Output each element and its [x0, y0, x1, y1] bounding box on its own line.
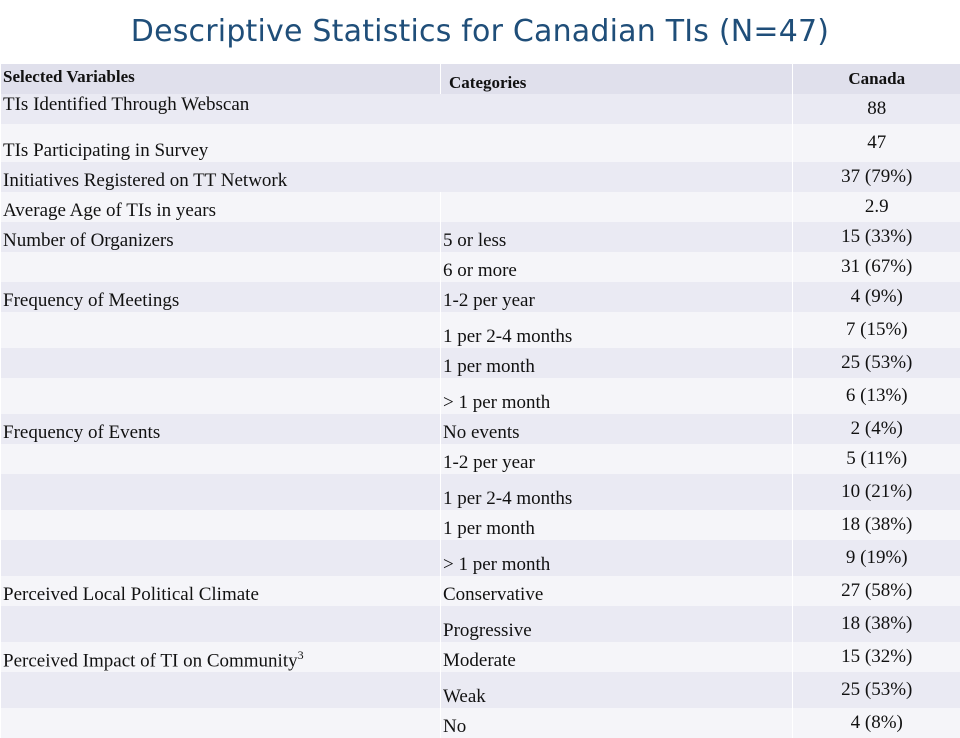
table-row: 1 per month 25 (53%) — [1, 348, 960, 378]
table-header-row: Selected Variables Categories Canada — [1, 64, 960, 94]
header-selected-variables: Selected Variables — [1, 64, 441, 94]
variable-label: Perceived Impact of TI on Community — [3, 650, 298, 671]
category-cell: Progressive — [441, 606, 793, 642]
table-row: 1-2 per year 5 (11%) — [1, 444, 960, 474]
category-cell: 1 per 2-4 months — [441, 474, 793, 510]
variable-cell: Perceived Impact of TI on Community3 — [1, 642, 441, 672]
value-cell: 88 — [793, 94, 960, 124]
variable-cell: Number of Organizers — [1, 222, 441, 252]
value-cell: 6 (13%) — [793, 378, 960, 414]
variable-cell — [1, 312, 441, 348]
category-cell — [441, 192, 793, 222]
variable-cell — [1, 510, 441, 540]
value-cell: 25 (53%) — [793, 348, 960, 378]
table-row: 1 per month 18 (38%) — [1, 510, 960, 540]
variable-cell: Frequency of Meetings — [1, 282, 441, 312]
variable-cell: TIs Participating in Survey — [1, 124, 793, 162]
table-row: Frequency of Events No events 2 (4%) — [1, 414, 960, 444]
category-cell: No events — [441, 414, 793, 444]
value-cell: 18 (38%) — [793, 510, 960, 540]
table-row: Average Age of TIs in years 2.9 — [1, 192, 960, 222]
variable-cell: Initiatives Registered on TT Network — [1, 162, 793, 192]
table-row: 1 per 2-4 months 10 (21%) — [1, 474, 960, 510]
value-cell: 31 (67%) — [793, 252, 960, 282]
variable-cell — [1, 672, 441, 708]
slide-title: Descriptive Statistics for Canadian TIs … — [0, 14, 960, 49]
table-row: Frequency of Meetings 1-2 per year 4 (9%… — [1, 282, 960, 312]
value-cell: 27 (58%) — [793, 576, 960, 606]
value-cell: 15 (33%) — [793, 222, 960, 252]
statistics-table: Selected Variables Categories Canada TIs… — [0, 64, 960, 738]
variable-cell: Perceived Local Political Climate — [1, 576, 441, 606]
table-row: 1 per 2-4 months 7 (15%) — [1, 312, 960, 348]
table-row: > 1 per month 9 (19%) — [1, 540, 960, 576]
value-cell: 15 (32%) — [793, 642, 960, 672]
variable-cell: Frequency of Events — [1, 414, 441, 444]
header-categories: Categories — [441, 64, 793, 94]
variable-cell — [1, 708, 441, 738]
table-row: Number of Organizers 5 or less 15 (33%) — [1, 222, 960, 252]
table-row: TIs Identified Through Webscan 88 — [1, 94, 960, 124]
table-row: 6 or more 31 (67%) — [1, 252, 960, 282]
variable-cell — [1, 252, 441, 282]
value-cell: 37 (79%) — [793, 162, 960, 192]
variable-cell: Average Age of TIs in years — [1, 192, 441, 222]
variable-cell — [1, 444, 441, 474]
variable-cell — [1, 378, 441, 414]
header-canada: Canada — [793, 64, 960, 94]
category-cell: 1 per month — [441, 348, 793, 378]
category-cell: > 1 per month — [441, 378, 793, 414]
category-cell: 1-2 per year — [441, 282, 793, 312]
table-row: Weak 25 (53%) — [1, 672, 960, 708]
table-row: > 1 per month 6 (13%) — [1, 378, 960, 414]
table-row: TIs Participating in Survey 47 — [1, 124, 960, 162]
value-cell: 10 (21%) — [793, 474, 960, 510]
value-cell: 2.9 — [793, 192, 960, 222]
variable-cell — [1, 474, 441, 510]
value-cell: 9 (19%) — [793, 540, 960, 576]
table-row: No 4 (8%) — [1, 708, 960, 738]
variable-cell — [1, 606, 441, 642]
variable-cell — [1, 540, 441, 576]
table-row: Progressive 18 (38%) — [1, 606, 960, 642]
table-row: Perceived Local Political Climate Conser… — [1, 576, 960, 606]
category-cell: Weak — [441, 672, 793, 708]
category-cell: No — [441, 708, 793, 738]
category-cell: 5 or less — [441, 222, 793, 252]
value-cell: 2 (4%) — [793, 414, 960, 444]
category-cell: 1 per month — [441, 510, 793, 540]
category-cell: Moderate — [441, 642, 793, 672]
value-cell: 4 (9%) — [793, 282, 960, 312]
value-cell: 47 — [793, 124, 960, 162]
category-cell: > 1 per month — [441, 540, 793, 576]
variable-cell: TIs Identified Through Webscan — [1, 94, 793, 124]
value-cell: 4 (8%) — [793, 708, 960, 738]
footnote-marker: 3 — [298, 648, 304, 662]
category-cell: 6 or more — [441, 252, 793, 282]
value-cell: 25 (53%) — [793, 672, 960, 708]
value-cell: 18 (38%) — [793, 606, 960, 642]
category-cell: Conservative — [441, 576, 793, 606]
category-cell: 1 per 2-4 months — [441, 312, 793, 348]
table-row: Perceived Impact of TI on Community3 Mod… — [1, 642, 960, 672]
value-cell: 7 (15%) — [793, 312, 960, 348]
value-cell: 5 (11%) — [793, 444, 960, 474]
category-cell: 1-2 per year — [441, 444, 793, 474]
variable-cell — [1, 348, 441, 378]
table-row: Initiatives Registered on TT Network 37 … — [1, 162, 960, 192]
